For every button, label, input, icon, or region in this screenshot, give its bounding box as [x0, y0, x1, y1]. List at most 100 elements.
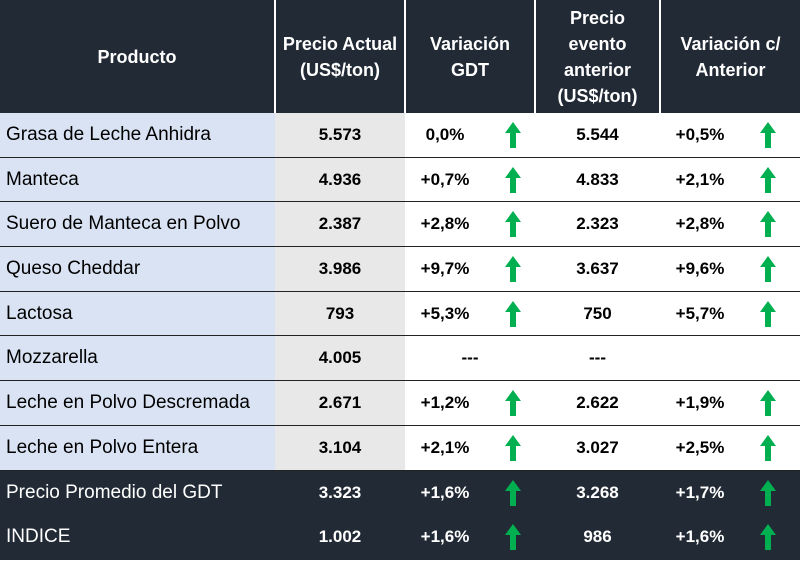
table-cell: Mozzarella [0, 335, 275, 382]
cell-text: 0,0% [425, 124, 465, 144]
cell-content: +1,7% [660, 479, 800, 506]
cell-content: +1,6% [405, 524, 535, 551]
table-body: Grasa de Leche Anhidra 5.573 0,0% 5.544 +0,5… [0, 113, 800, 560]
table-cell: +1,9% [660, 380, 800, 426]
cell-text: +2,8% [420, 214, 470, 234]
up-arrow [505, 434, 521, 461]
table-row: Leche en Polvo Descremada 2.671 +1,2% 2.622… [0, 380, 800, 426]
cell-content: +5,3% [405, 300, 535, 327]
up-arrow [760, 479, 776, 506]
table-cell: 5.544 [535, 113, 660, 158]
cell-text: +1,7% [675, 482, 725, 502]
cell-content: +1,6% [405, 479, 535, 506]
cell-content: +0,7% [405, 166, 535, 193]
up-arrow [505, 166, 521, 193]
cell-text: +1,6% [675, 527, 725, 547]
up-arrow [760, 121, 776, 148]
table-cell: 3.637 [535, 246, 660, 292]
table-cell: 4.005 [275, 335, 405, 382]
table-cell: +1,6% [660, 515, 800, 560]
table-row: Leche en Polvo Entera 3.104 +2,1% 3.027 +2,5… [0, 425, 800, 471]
table-cell: +5,3% [405, 291, 535, 337]
table-row: Lactosa 793 +5,3% 750 +5,7% [0, 291, 800, 337]
cell-text: +1,6% [420, 482, 470, 502]
table-row: INDICE 1.002 +1,6% 986 +1,6% [0, 515, 800, 560]
header-cell: Variación c/ Anterior [660, 0, 800, 113]
up-arrow [760, 255, 776, 282]
table-cell: 2.622 [535, 380, 660, 426]
table-cell: Queso Cheddar [0, 246, 275, 292]
table-cell: Lactosa [0, 291, 275, 337]
cell-text: +2,8% [675, 214, 725, 234]
cell-text: +2,1% [420, 437, 470, 457]
cell-content: +9,6% [660, 255, 800, 282]
cell-content: +1,2% [405, 389, 535, 416]
table-cell: 4.833 [535, 157, 660, 203]
table-cell: 3.986 [275, 246, 405, 292]
table-cell: 986 [535, 515, 660, 560]
table-cell: 3.104 [275, 425, 405, 471]
table-cell: +9,7% [405, 246, 535, 292]
table-cell: +1,7% [660, 470, 800, 515]
cell-text: +5,3% [420, 303, 470, 323]
cell-text: +2,5% [675, 437, 725, 457]
up-arrow [760, 389, 776, 416]
up-arrow [760, 211, 776, 238]
cell-content: +2,1% [660, 166, 800, 193]
table-cell: +2,1% [405, 425, 535, 471]
cell-text: +1,6% [420, 527, 470, 547]
table-cell: +1,6% [405, 515, 535, 560]
up-arrow [505, 524, 521, 551]
up-arrow [760, 166, 776, 193]
up-arrow [505, 300, 521, 327]
up-arrow [505, 255, 521, 282]
table-cell: Precio Promedio del GDT [0, 470, 275, 515]
table-cell: INDICE [0, 515, 275, 560]
cell-content: 0,0% [405, 121, 535, 148]
table-cell: Grasa de Leche Anhidra [0, 113, 275, 158]
table-cell: 793 [275, 291, 405, 337]
cell-text: +9,7% [420, 258, 470, 278]
table-cell: 4.936 [275, 157, 405, 203]
table-cell: 3.268 [535, 470, 660, 515]
table-cell: +2,5% [660, 425, 800, 471]
cell-content: +2,8% [660, 211, 800, 238]
table-cell: +2,8% [405, 201, 535, 248]
header-cell: Variación GDT [405, 0, 536, 113]
cell-content: +2,1% [405, 434, 535, 461]
table-cell: 3.027 [535, 425, 660, 471]
cell-content: +2,8% [405, 211, 535, 238]
table-cell: --- [405, 335, 535, 382]
table-cell: 2.671 [275, 380, 405, 426]
cell-text: +9,6% [675, 258, 725, 278]
table-cell: +0,7% [405, 157, 535, 203]
table-cell: +9,6% [660, 246, 800, 292]
table-cell: +1,6% [405, 470, 535, 515]
up-arrow [760, 300, 776, 327]
table-cell: +2,8% [660, 201, 800, 248]
up-arrow [760, 434, 776, 461]
cell-content: +2,5% [660, 434, 800, 461]
table-cell: 5.573 [275, 113, 405, 158]
cell-text: +0,5% [675, 124, 725, 144]
header-cell: Precio evento anterior (US$/ton) [535, 0, 661, 113]
table-cell: +2,1% [660, 157, 800, 203]
cell-content: +5,7% [660, 300, 800, 327]
table-cell: +0,5% [660, 113, 800, 158]
table-cell: Manteca [0, 157, 275, 203]
cell-content: +1,9% [660, 389, 800, 416]
up-arrow [505, 121, 521, 148]
table-cell: +1,2% [405, 380, 535, 426]
table-row: Mozzarella 4.005 --- --- [0, 335, 800, 382]
cell-text: +1,2% [420, 392, 470, 412]
up-arrow [505, 211, 521, 238]
table-cell: 3.323 [275, 470, 405, 515]
header-cell: Producto [0, 0, 276, 113]
cell-text: +5,7% [675, 303, 725, 323]
table-cell: +5,7% [660, 291, 800, 337]
header-row: Producto Precio Actual (US$/ton) Variaci… [0, 0, 800, 113]
table-cell [660, 335, 800, 382]
cell-text: +1,9% [675, 392, 725, 412]
